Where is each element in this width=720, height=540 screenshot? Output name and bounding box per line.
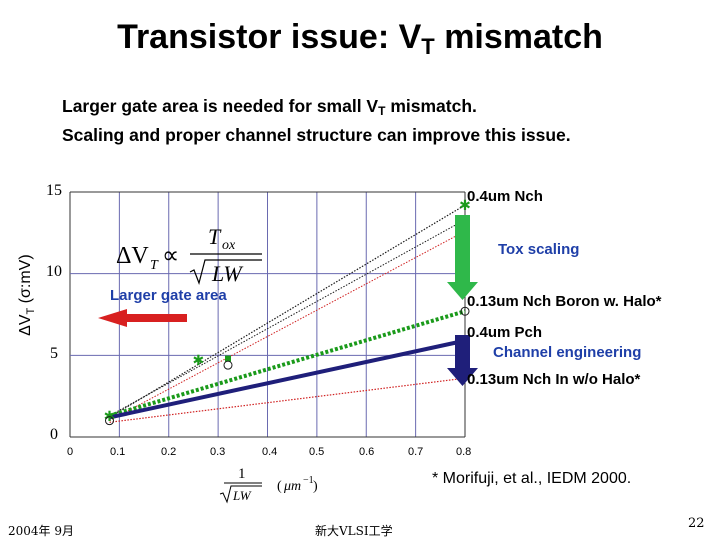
chart-arrows (98, 215, 478, 386)
x-tick-0-7: 0.7 (408, 446, 424, 458)
y-tick-10: 10 (46, 263, 62, 280)
subtitle-line-2: Scaling and proper channel structure can… (62, 125, 571, 145)
data-point-circle (460, 306, 470, 316)
data-point-star: ✱ (104, 408, 116, 424)
svg-text:−1: −1 (303, 475, 314, 486)
series-line-2 (109, 338, 466, 420)
reference-citation: * Morifuji, et al., IEDM 2000. (432, 470, 632, 487)
x-tick-0-2: 0.2 (161, 446, 177, 458)
slide-title: Transistor issue: VT mismatch (117, 18, 603, 59)
subtitle-line-1: Larger gate area is needed for small VT … (62, 96, 477, 118)
chart-grid (69, 191, 466, 438)
data-point-square (225, 355, 231, 362)
series-label-0-13um-in: 0.13um Nch In w/o Halo* (467, 371, 641, 388)
tox-scaling-arrow (447, 215, 478, 300)
x-tick-0: 0 (67, 446, 74, 458)
x-axis-formula: 1 LW ( μm −1 ) (219, 466, 318, 504)
svg-text:∝: ∝ (162, 243, 179, 269)
series-label-0-13um-boron: 0.13um Nch Boron w. Halo* (467, 293, 662, 310)
data-point-star: ✱ (193, 352, 205, 368)
y-tick-0: 0 (50, 426, 58, 443)
footer-date: 2004年 9月 (8, 524, 74, 538)
y-tick-15: 15 (46, 182, 62, 199)
svg-text:ΔV: ΔV (116, 243, 149, 269)
svg-text:T: T (150, 258, 159, 273)
svg-text:LW: LW (232, 488, 252, 503)
x-tick-0-1: 0.1 (110, 446, 126, 458)
x-tick-0-5: 0.5 (309, 446, 325, 458)
svg-text:ox: ox (222, 238, 236, 253)
slide-subtitle: Larger gate area is needed for small VT … (62, 94, 571, 147)
page-number: 22 (688, 516, 705, 531)
tox-scaling-label: Tox scaling (498, 241, 580, 258)
series-line-0 (109, 204, 466, 418)
svg-text:LW: LW (211, 261, 243, 286)
x-tick-0-4: 0.4 (262, 446, 278, 458)
data-point-star: ✱ (459, 197, 471, 213)
chart-points: ✱ ✱ ✱ (104, 197, 471, 426)
series-label-0-4um-pch: 0.4um Pch (467, 324, 543, 341)
larger-gate-area-arrow (98, 309, 187, 327)
larger-gate-area-label: Larger gate area (110, 287, 227, 304)
series-label-0-4um-nch: 0.4um Nch (467, 188, 543, 205)
footer-course: 新大VLSI工学 (315, 524, 393, 538)
vt-formula: ΔV T ∝ T ox LW (116, 224, 262, 286)
svg-text:T: T (208, 224, 222, 249)
x-tick-0-6: 0.6 (359, 446, 375, 458)
extra-fit-line-1 (109, 230, 466, 422)
svg-text:1: 1 (238, 466, 246, 482)
svg-text:μm: μm (283, 479, 301, 494)
y-tick-5: 5 (50, 345, 58, 362)
series-line-1 (108, 309, 466, 418)
chart-series-lines (108, 204, 466, 423)
data-point-circle (223, 360, 233, 370)
data-point-circle (105, 416, 114, 426)
x-tick-0-3: 0.3 (210, 446, 226, 458)
channel-engineering-label: Channel engineering (493, 344, 642, 361)
channel-engineering-arrow (447, 335, 478, 386)
svg-text:(: ( (277, 479, 282, 494)
x-tick-0-8: 0.8 (456, 446, 472, 458)
svg-text:): ) (313, 479, 318, 494)
